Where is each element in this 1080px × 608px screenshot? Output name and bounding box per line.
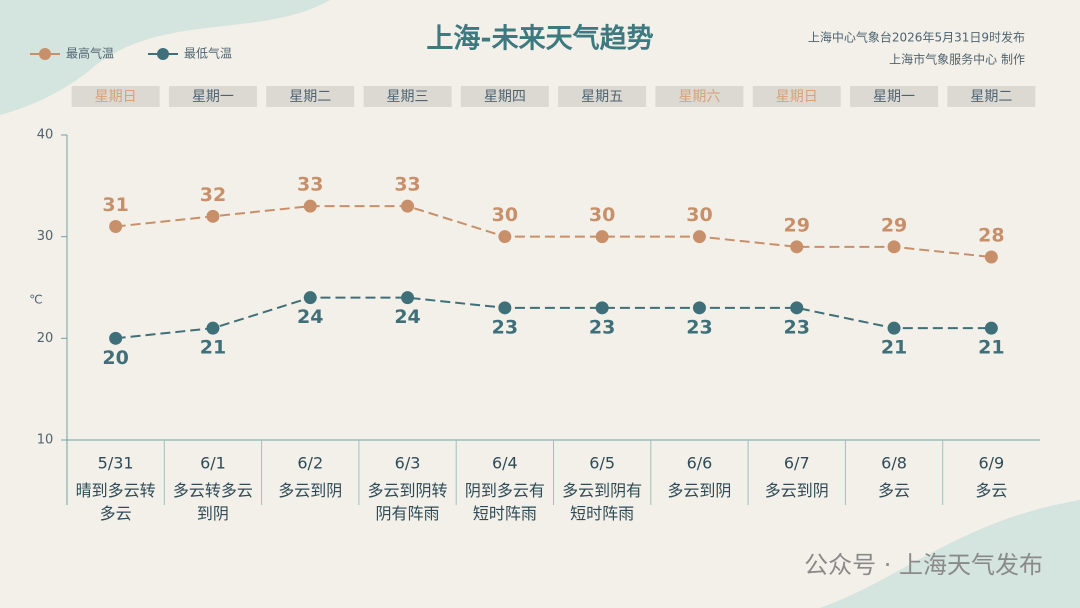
weekday-label: 星期二 bbox=[289, 89, 331, 105]
line bbox=[115, 296, 992, 340]
x-tick-label: 6/2 bbox=[297, 454, 323, 473]
point bbox=[206, 209, 220, 223]
data-label: 23 bbox=[589, 316, 615, 338]
weekday-box bbox=[947, 86, 1036, 107]
weekday-label: 星期三 bbox=[387, 89, 429, 105]
weather: 多云转多云到阴 bbox=[172, 481, 253, 523]
weekday-label: 星期一 bbox=[873, 89, 915, 105]
weather: 多云到阴 bbox=[278, 481, 343, 500]
data-label: 29 bbox=[784, 214, 810, 236]
point bbox=[109, 220, 123, 233]
weather: 多云到阴 bbox=[667, 481, 732, 500]
data-label: 33 bbox=[394, 174, 420, 196]
weekday-label: 星期一 bbox=[192, 89, 234, 105]
weekday-box bbox=[71, 86, 160, 107]
weekday-box bbox=[752, 86, 841, 107]
weather: 多云 bbox=[878, 481, 911, 500]
data-label: 23 bbox=[492, 316, 518, 338]
watermark: 公众号 · 上海天气发布 bbox=[804, 551, 1043, 579]
point bbox=[595, 301, 609, 315]
source: 上海中心气象台2026年5月31日9时发布 bbox=[808, 30, 1025, 45]
weather: 多云 bbox=[975, 481, 1008, 500]
weather: 多云到阴转阴有阵雨 bbox=[367, 481, 448, 523]
x-tick-label: 6/6 bbox=[687, 454, 713, 473]
point bbox=[887, 321, 901, 335]
weekday-label: 星期二 bbox=[970, 89, 1012, 105]
legend-label: 最低气温 bbox=[184, 46, 232, 61]
weather: 阴到多云有短时阵雨 bbox=[464, 481, 545, 523]
legend-marker bbox=[157, 48, 169, 60]
data-label: 21 bbox=[978, 337, 1004, 359]
point bbox=[984, 321, 998, 335]
weather: 多云到阴 bbox=[764, 481, 829, 500]
weekday-label: 星期四 bbox=[484, 89, 526, 105]
weekday-label: 星期五 bbox=[581, 89, 623, 105]
data-label: 33 bbox=[297, 174, 323, 196]
point bbox=[401, 199, 415, 213]
point bbox=[206, 321, 220, 335]
point bbox=[303, 199, 317, 213]
decor bbox=[820, 500, 1080, 608]
y-tick-label: 20 bbox=[37, 331, 54, 346]
point bbox=[498, 301, 512, 315]
point bbox=[109, 331, 123, 345]
data-label: 20 bbox=[102, 347, 128, 369]
data-label: 28 bbox=[978, 225, 1004, 247]
point bbox=[401, 291, 415, 305]
point bbox=[498, 230, 512, 244]
data-label: 21 bbox=[881, 337, 907, 359]
weekday-box bbox=[266, 86, 355, 107]
x-tick-label: 6/5 bbox=[589, 454, 615, 473]
x-tick-label: 6/9 bbox=[978, 454, 1004, 473]
y-tick-label: 40 bbox=[37, 128, 54, 143]
y-tick-label: 30 bbox=[37, 229, 54, 244]
source: 上海市气象服务中心 制作 bbox=[889, 52, 1025, 67]
data-label: 21 bbox=[200, 337, 226, 359]
point bbox=[303, 291, 317, 305]
point bbox=[692, 230, 706, 244]
x-tick-label: 6/4 bbox=[492, 454, 518, 473]
data-label: 31 bbox=[102, 194, 128, 216]
data-label: 23 bbox=[784, 316, 810, 338]
data-label: 29 bbox=[881, 214, 907, 236]
point bbox=[887, 240, 901, 254]
weekday-box bbox=[363, 86, 452, 107]
x-tick-label: 5/31 bbox=[98, 454, 134, 473]
x-tick-label: 6/8 bbox=[881, 454, 907, 473]
decor bbox=[0, 0, 330, 115]
weather: 多云到阴有短时阵雨 bbox=[562, 481, 643, 523]
weekday-box bbox=[460, 86, 549, 107]
weekday-box bbox=[850, 86, 939, 107]
x-tick-label: 6/1 bbox=[200, 454, 226, 473]
chart-title: 上海-未来天气趋势 bbox=[426, 24, 653, 55]
legend-marker bbox=[39, 48, 51, 60]
data-label: 30 bbox=[589, 204, 615, 226]
data-label: 30 bbox=[686, 204, 712, 226]
data-label: 32 bbox=[200, 184, 226, 206]
weekday-box bbox=[655, 86, 744, 107]
weekday-label: 星期日 bbox=[776, 89, 818, 105]
point bbox=[790, 240, 804, 254]
weekday-label: 星期六 bbox=[678, 89, 720, 105]
y-unit: ℃ bbox=[29, 293, 42, 307]
data-label: 24 bbox=[297, 306, 323, 328]
point bbox=[790, 301, 804, 315]
weather: 晴到多云转多云 bbox=[75, 481, 156, 523]
data-label: 23 bbox=[686, 316, 712, 338]
data-label: 24 bbox=[394, 306, 420, 328]
x-tick-label: 6/3 bbox=[395, 454, 421, 473]
weekday-label: 星期日 bbox=[95, 89, 137, 105]
weekday-box bbox=[558, 86, 647, 107]
weekday-box bbox=[168, 86, 257, 107]
point bbox=[692, 301, 706, 315]
x-tick-label: 6/7 bbox=[784, 454, 810, 473]
line bbox=[115, 205, 992, 258]
point bbox=[984, 250, 998, 264]
point bbox=[595, 230, 609, 244]
legend-label: 最高气温 bbox=[66, 46, 114, 61]
y-tick-label: 10 bbox=[37, 433, 54, 448]
data-label: 30 bbox=[492, 204, 518, 226]
